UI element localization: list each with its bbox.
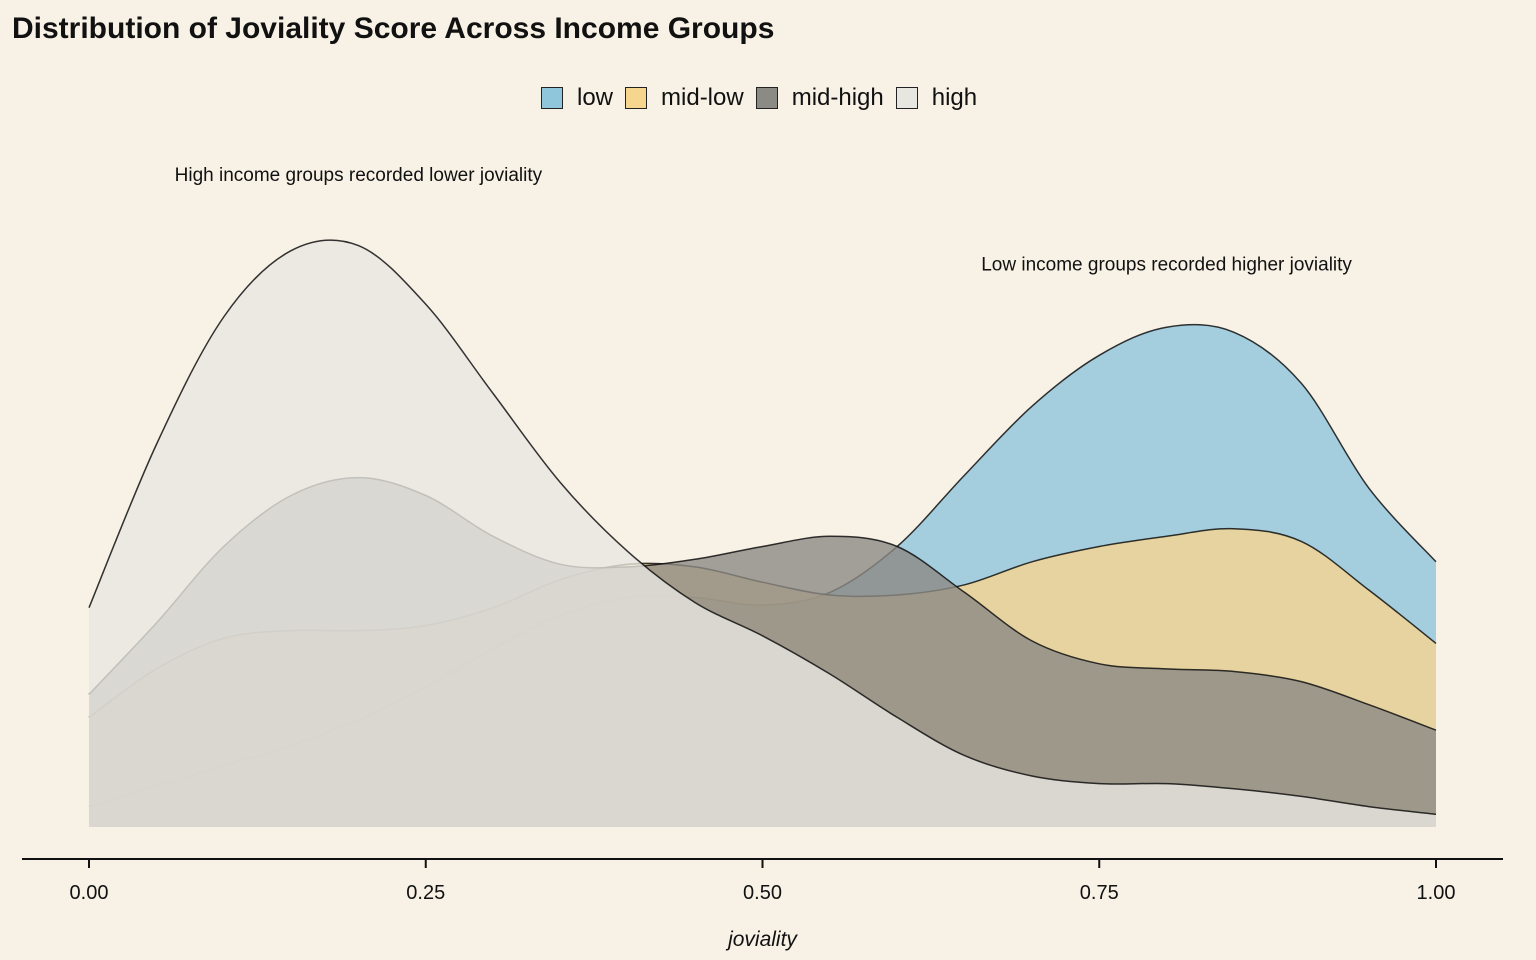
legend-swatch-mid-high: [755, 87, 778, 109]
density-area-high: [89, 240, 1436, 827]
x-tick-label: 0.25: [406, 882, 445, 904]
legend: low mid-low mid-high high: [541, 84, 989, 112]
legend-item-mid-high: mid-high: [755, 84, 884, 112]
chart-title: Distribution of Joviality Score Across I…: [12, 12, 775, 45]
x-axis-ticks: 0.00 0.25 0.50 0.75 1.00: [70, 859, 1456, 904]
legend-label-low: low: [577, 84, 614, 111]
legend-item-mid-low: mid-low: [625, 84, 744, 112]
legend-swatch-low: [541, 87, 563, 109]
annotation-low-income: Low income groups recorded higher jovial…: [981, 254, 1352, 275]
x-tick-label: 1.00: [1417, 882, 1456, 904]
x-axis-title: joviality: [725, 928, 798, 951]
legend-item-low: low: [541, 84, 613, 112]
annotation-high-income: High income groups recorded lower jovial…: [175, 165, 543, 186]
density-line-high: [88, 239, 1437, 816]
legend-swatch-mid-low: [625, 87, 648, 109]
x-tick-label: 0.00: [70, 882, 109, 904]
legend-label-mid-low: mid-low: [661, 84, 744, 111]
density-areas: [88, 239, 1437, 827]
legend-label-mid-high: mid-high: [791, 84, 884, 111]
x-tick-label: 0.75: [1080, 882, 1119, 904]
legend-item-high: high: [895, 84, 978, 112]
x-tick-label: 0.50: [743, 882, 782, 904]
legend-swatch-high: [895, 87, 918, 109]
legend-label-high: high: [931, 84, 978, 111]
